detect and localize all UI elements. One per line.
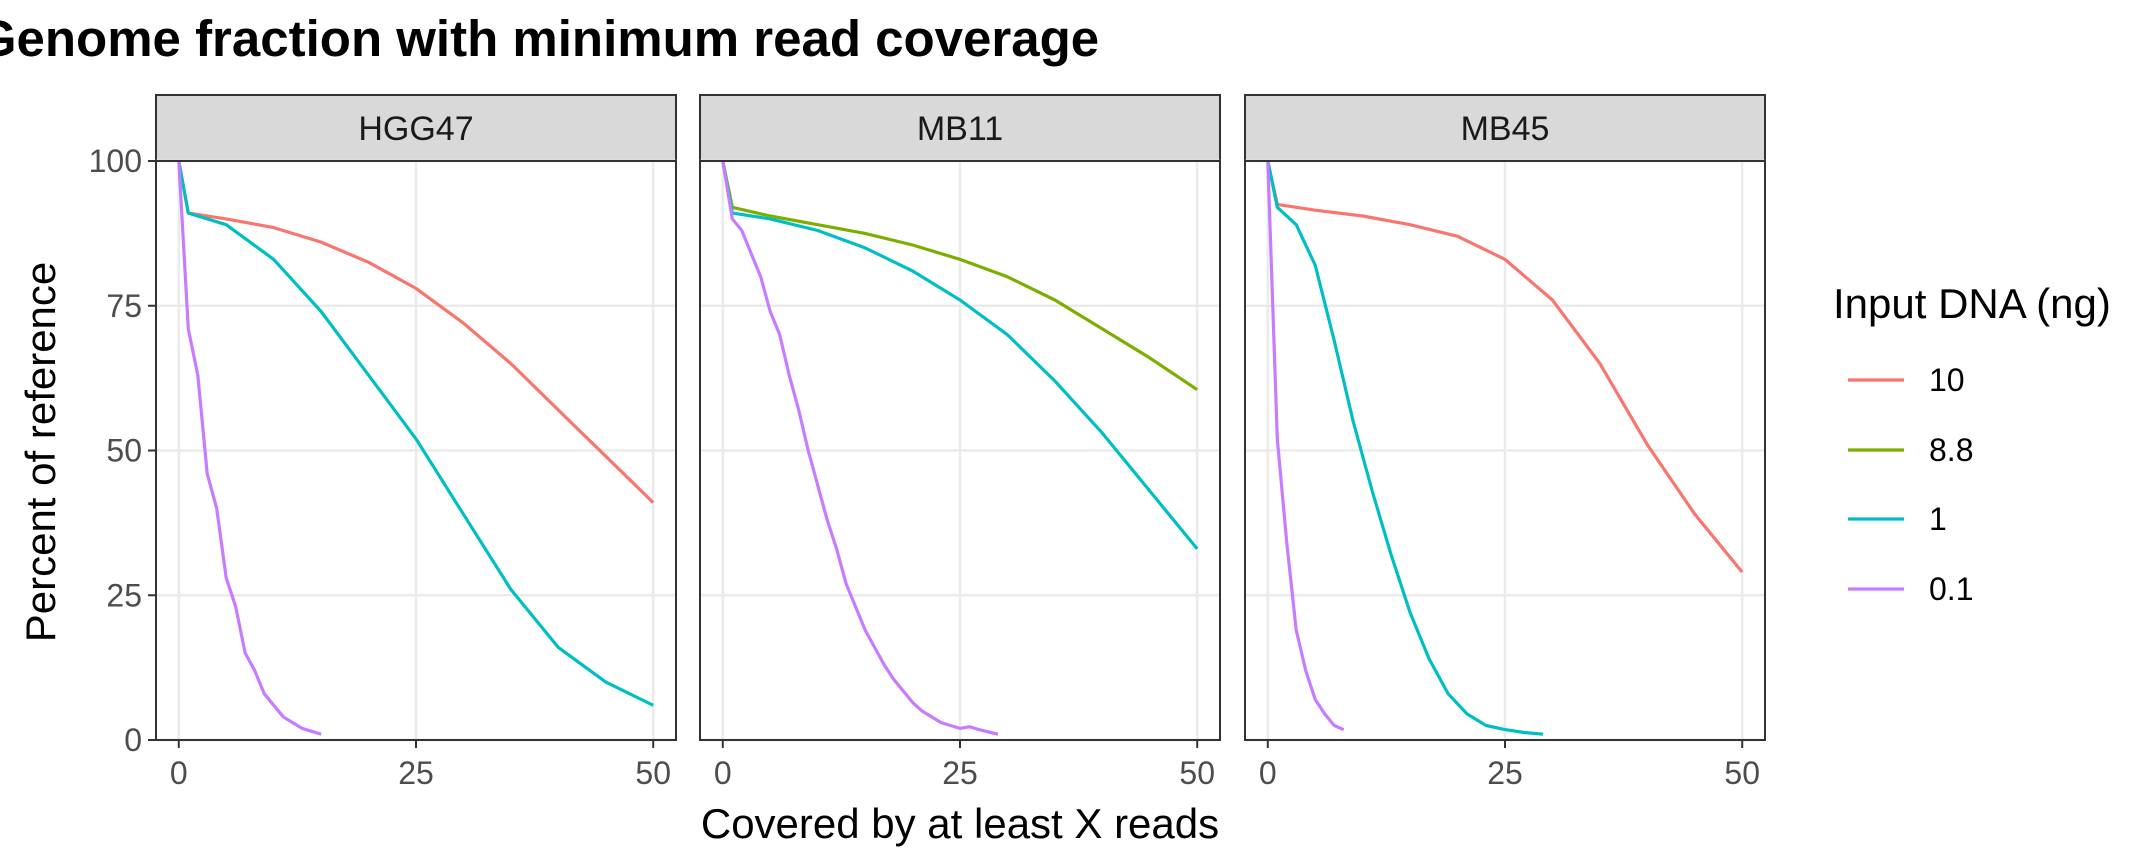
series-line-hgg47-10: [177, 160, 655, 504]
x-tick-label: 0: [1259, 755, 1277, 791]
y-tick-label: 50: [106, 433, 142, 469]
facet-strip-mb45: [1244, 94, 1766, 162]
series-line-mb11-1: [721, 160, 1199, 550]
facet-panel-mb11: MB11 0 25 50: [699, 94, 1221, 791]
x-tick-label: 50: [1179, 755, 1215, 791]
y-tick-label: 25: [106, 577, 142, 613]
legend-title: Input DNA (ng): [1833, 280, 2111, 327]
series-line-mb45-0-1: [1266, 160, 1345, 732]
x-axis-title: Covered by at least X reads: [701, 800, 1219, 847]
x-tick-label: 50: [635, 755, 671, 791]
facet-label-hgg47: HGG47: [358, 110, 473, 148]
legend-label-1: 1: [1929, 501, 1947, 537]
legend-label-10: 10: [1929, 362, 1965, 398]
facet-panels: HGG47 0 25 50 0 25 50 75 100 MB11 0 25 50 MB45 0 25 50: [89, 94, 1766, 791]
x-tick-label: 50: [1724, 755, 1760, 791]
facet-label-mb45: MB45: [1461, 110, 1550, 148]
legend-label-8-8: 8.8: [1929, 432, 1973, 468]
facet-strip-mb11: [699, 94, 1221, 162]
series-line-mb11-0-1: [721, 160, 999, 736]
facet-panel-mb45: MB45 0 25 50: [1244, 94, 1766, 791]
chart-title: Genome fraction with minimum read covera…: [0, 10, 1099, 67]
x-tick-label: 0: [714, 755, 732, 791]
y-axis-title: Percent of reference: [17, 262, 64, 643]
series-line-hgg47-0-1: [177, 160, 322, 736]
series-line-mb45-10: [1266, 160, 1744, 574]
x-tick-label: 0: [170, 755, 188, 791]
y-tick-label: 0: [124, 722, 142, 758]
facet-strip-hgg47: [155, 94, 677, 162]
legend-label-0-1: 0.1: [1929, 571, 1973, 607]
series-line-mb45-1: [1266, 160, 1544, 736]
facet-panel-hgg47: HGG47 0 25 50 0 25 50 75 100: [89, 94, 677, 791]
y-tick-label: 100: [89, 143, 142, 179]
y-tick-label: 75: [106, 288, 142, 324]
facet-label-mb11: MB11: [917, 110, 1003, 148]
x-tick-label: 25: [942, 755, 978, 791]
series-line-hgg47-1: [177, 160, 654, 707]
x-tick-label: 25: [1487, 755, 1523, 791]
series-line-mb11-8-8: [721, 160, 1199, 392]
legend: Input DNA (ng) 10 8.8 1 0.1: [1833, 280, 2111, 607]
x-tick-label: 25: [398, 755, 434, 791]
